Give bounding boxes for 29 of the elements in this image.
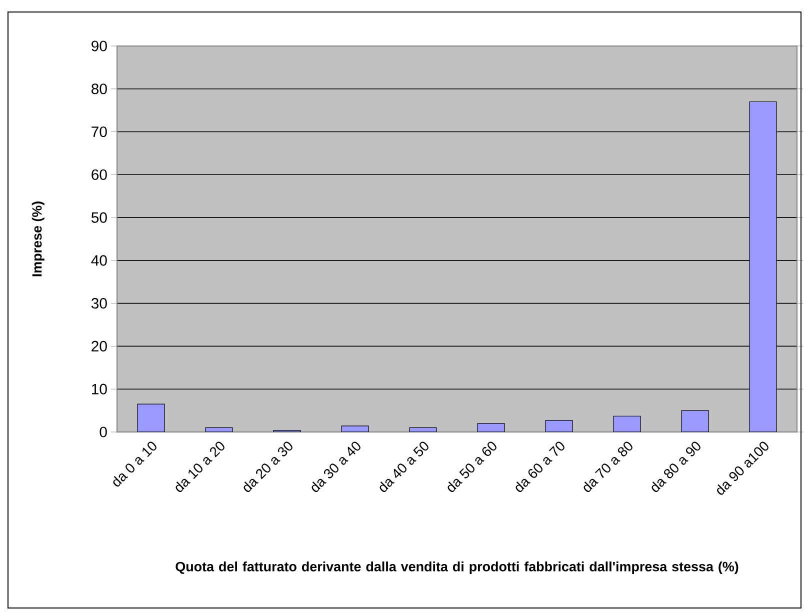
x-tick-label: da 20 a 30 [244, 442, 292, 492]
y-tick-label: 50 [91, 212, 107, 223]
y-tick-label: 10 [92, 384, 107, 394]
x-axis-title: Quota del fatturato derivante dalla vendita di prodotti fabbricati dall'impresa stessa (%) [176, 562, 738, 574]
bar [205, 427, 233, 432]
y-tick-label: 0 [100, 426, 107, 438]
x-tick-label: da 60 a 70 [516, 442, 564, 492]
bar [477, 423, 505, 432]
y-tick-label: 70 [92, 126, 107, 138]
x-tick-label: da 70 a 80 [584, 442, 632, 492]
y-axis-title: Imprese (%) [32, 202, 44, 276]
bar [409, 427, 437, 432]
x-tick-label: da 80 a 90 [652, 442, 700, 492]
y-tick-label: 60 [92, 169, 107, 180]
bar [545, 420, 573, 432]
y-tick-label: 20 [92, 340, 107, 352]
y-tick-label: 30 [91, 298, 107, 309]
bar [341, 426, 369, 432]
x-tick-label: da 50 a 60 [448, 442, 496, 492]
y-tick-label: 80 [92, 84, 107, 94]
bar [681, 410, 709, 432]
y-tick-label: 90 [92, 40, 107, 52]
x-tick-label: da 0 a 10 [113, 442, 156, 487]
x-tick-label: da 30 a 40 [312, 442, 360, 492]
x-tick-label: da 10 a 20 [176, 442, 224, 492]
y-tick-label: 40 [91, 255, 107, 266]
x-tick-label: da 40 a 50 [380, 442, 428, 492]
bar [613, 416, 641, 432]
bar [137, 404, 165, 432]
